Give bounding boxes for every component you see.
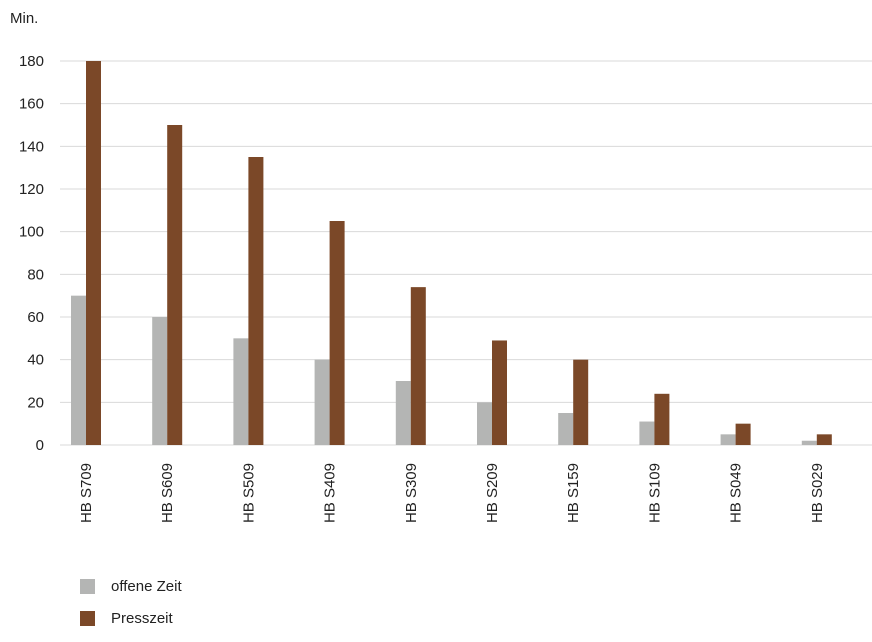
bar-offene-zeit xyxy=(477,402,492,445)
x-tick-label: HB S049 xyxy=(728,463,745,523)
y-tick-label: 40 xyxy=(27,352,44,369)
bar-offene-zeit xyxy=(801,440,817,445)
legend-label-offene-zeit: offene Zeit xyxy=(111,577,182,595)
x-tick-label: HB S109 xyxy=(646,463,663,523)
x-tick-label: HB S709 xyxy=(78,463,95,523)
bar-offene-zeit xyxy=(639,421,655,445)
legend-swatch-offene-zeit xyxy=(80,578,95,594)
legend-swatch-presszeit xyxy=(80,610,95,626)
y-tick-label: 20 xyxy=(27,394,44,411)
bar-presszeit xyxy=(735,423,751,445)
y-tick-label: 80 xyxy=(27,266,44,283)
x-tick-label: HB S159 xyxy=(565,463,582,523)
legend-label-presszeit: Presszeit xyxy=(111,609,173,627)
y-tick-label: 140 xyxy=(19,138,44,155)
bar-presszeit xyxy=(816,434,832,445)
y-tick-label: 120 xyxy=(19,181,44,198)
x-tick-labels: HB S709 HB S609 HB S509 HB S409 HB S309 HB S2… xyxy=(78,463,826,523)
y-tick-label: 180 xyxy=(19,53,44,70)
gridlines xyxy=(60,60,872,446)
bar-presszeit xyxy=(654,393,670,445)
bars xyxy=(71,61,832,445)
x-tick-label: HB S029 xyxy=(809,463,826,523)
bar-presszeit xyxy=(410,287,426,445)
bar-presszeit xyxy=(492,340,507,445)
bar-offene-zeit xyxy=(314,359,330,445)
y-tick-label: 60 xyxy=(27,309,44,326)
bar-presszeit xyxy=(248,157,264,445)
bar-presszeit xyxy=(86,61,101,445)
bar-offene-zeit xyxy=(395,381,411,445)
bar-presszeit xyxy=(573,359,589,445)
x-tick-label: HB S209 xyxy=(484,463,501,523)
x-tick-label: HB S609 xyxy=(159,463,176,523)
bar-presszeit xyxy=(329,221,345,445)
y-tick-label: 100 xyxy=(19,224,44,241)
y-tick-label: 0 xyxy=(36,437,44,454)
bar-presszeit xyxy=(167,125,183,445)
legend-item-presszeit: Presszeit xyxy=(80,609,182,627)
x-tick-label: HB S309 xyxy=(403,463,420,523)
x-tick-label: HB S409 xyxy=(322,463,339,523)
x-tick-label: HB S509 xyxy=(240,463,257,523)
legend: offene Zeit Presszeit xyxy=(80,578,182,642)
bar-offene-zeit xyxy=(233,338,249,445)
bar-offene-zeit xyxy=(152,317,168,445)
bar-offene-zeit xyxy=(71,295,86,445)
y-tick-labels: 0 20 40 60 80 100 120 140 160 180 xyxy=(19,53,44,454)
y-tick-label: 160 xyxy=(19,96,44,113)
legend-item-offene-zeit: offene Zeit xyxy=(80,577,182,595)
bar-offene-zeit xyxy=(720,434,736,445)
y-axis-label: Min. xyxy=(10,10,38,27)
bar-offene-zeit xyxy=(558,413,574,445)
